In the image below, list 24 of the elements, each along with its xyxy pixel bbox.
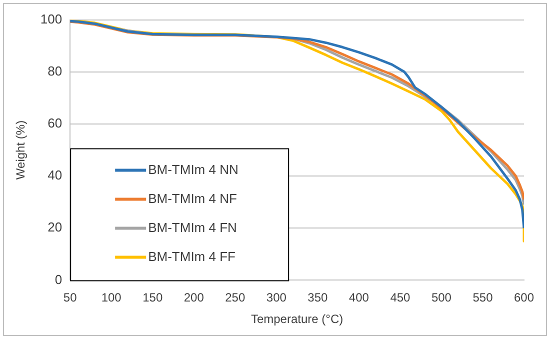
- x-tick-label: 550: [472, 290, 494, 305]
- y-tick-label: 100: [40, 11, 62, 26]
- x-tick-label: 50: [63, 290, 78, 305]
- y-tick-label: 60: [48, 116, 62, 131]
- legend-label: BM-TMIm 4 FF: [148, 248, 236, 264]
- x-axis-title: Temperature (°C): [250, 312, 344, 326]
- x-tick-label: 450: [390, 290, 411, 305]
- y-tick-label: 80: [48, 63, 62, 78]
- y-tick-label: 0: [54, 272, 62, 287]
- x-tick-label: 400: [348, 290, 370, 305]
- legend-label: BM-TMIm 4 NN: [148, 162, 238, 177]
- x-tick-label: 600: [514, 290, 534, 305]
- y-tick-label: 20: [48, 220, 62, 235]
- x-tick-label: 250: [225, 290, 246, 305]
- x-tick-label: 350: [308, 290, 328, 305]
- legend-label: BM-TMIm 4 FN: [148, 220, 237, 235]
- y-tick-label: 40: [48, 168, 62, 183]
- y-axis-title: Weight (%): [14, 120, 28, 180]
- x-tick-label: 200: [184, 290, 204, 305]
- x-tick-label: 500: [431, 290, 452, 305]
- x-tick-label: 150: [142, 290, 163, 305]
- x-tick-label: 100: [101, 290, 122, 305]
- legend-label: BM-TMIm 4 NF: [148, 190, 237, 206]
- x-tick-label: 300: [266, 290, 287, 305]
